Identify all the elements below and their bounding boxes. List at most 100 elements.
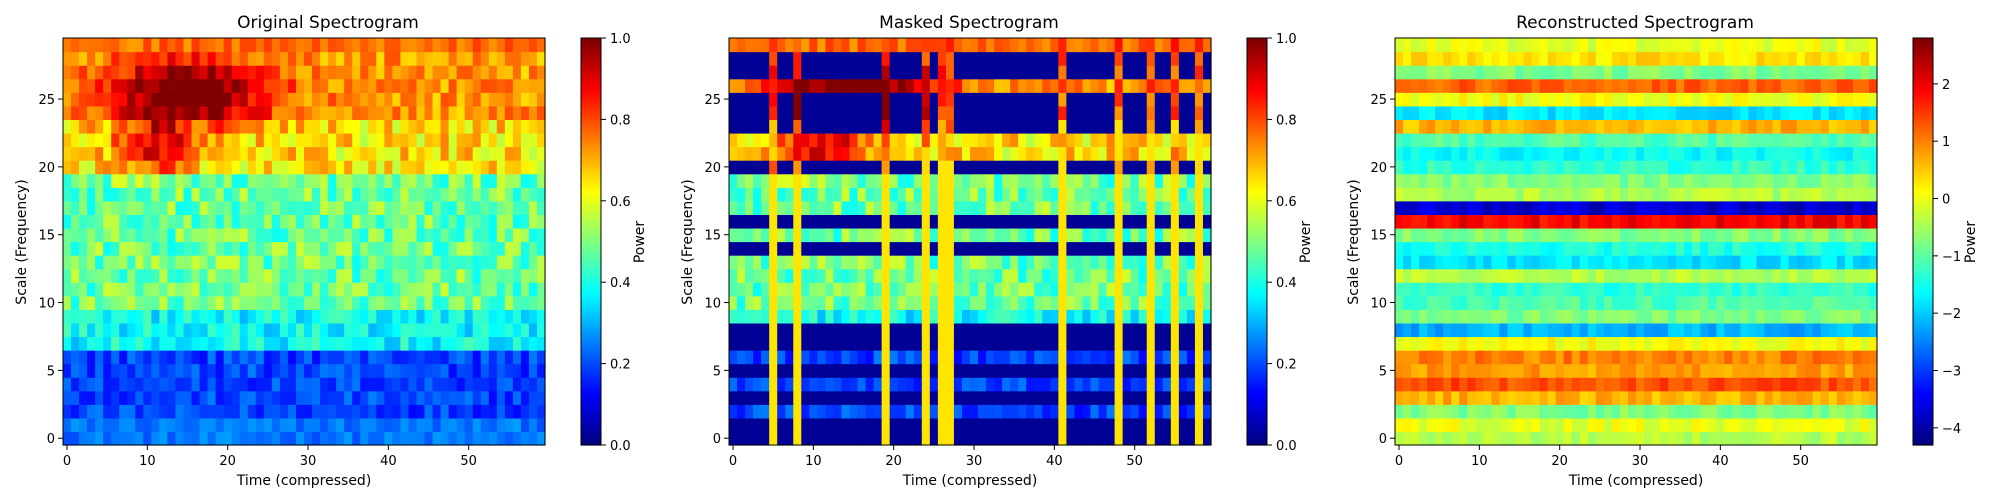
colorbar-swatch [581, 177, 601, 182]
heatmap-cell [1724, 431, 1733, 446]
heatmap-cell [488, 350, 498, 365]
heatmap-cell [1483, 363, 1492, 378]
heatmap-cell [905, 160, 915, 175]
colorbar-swatch [581, 371, 601, 376]
colorbar-swatch [1247, 190, 1267, 195]
heatmap-cell [440, 336, 450, 351]
heatmap-cell [1652, 282, 1661, 297]
heatmap-cell [71, 322, 80, 338]
heatmap-cell [978, 309, 987, 324]
heatmap-cell [199, 268, 209, 283]
heatmap-cell [119, 51, 128, 66]
heatmap-cell [183, 309, 193, 324]
heatmap-cell [167, 350, 177, 365]
heatmap-cell [1563, 227, 1573, 243]
heatmap-cell [103, 417, 112, 433]
heatmap-cell [1652, 336, 1661, 351]
colorbar-swatch [1247, 120, 1267, 125]
heatmap-cell [777, 377, 786, 392]
heatmap-cell [456, 65, 466, 80]
heatmap-cell [1186, 227, 1196, 243]
heatmap-cell [360, 78, 369, 93]
heatmap-cell [424, 295, 434, 310]
heatmap-cell [199, 322, 209, 338]
heatmap-cell [1194, 187, 1204, 202]
heatmap-cell [1114, 241, 1124, 256]
heatmap-cell [1154, 92, 1164, 107]
heatmap-cell [207, 417, 217, 433]
heatmap-cell [175, 187, 185, 202]
colorbar-swatch [581, 438, 601, 443]
heatmap-cell [1772, 214, 1782, 229]
heatmap-cell [1026, 417, 1035, 433]
heatmap-cell [1194, 214, 1204, 229]
heatmap-cell [961, 404, 971, 419]
heatmap-cell [1074, 377, 1084, 392]
heatmap-cell [753, 377, 762, 392]
heatmap-cell [809, 160, 818, 175]
heatmap-cell [1146, 173, 1156, 188]
heatmap-cell [986, 417, 995, 433]
heatmap-cell [464, 200, 474, 215]
heatmap-cell [1539, 390, 1549, 405]
heatmap-cell [801, 200, 810, 215]
heatmap-cell [929, 119, 939, 134]
heatmap-cell [1154, 295, 1164, 310]
heatmap-cell [729, 78, 738, 93]
heatmap-cell [1571, 377, 1581, 392]
heatmap-cell [400, 336, 410, 351]
colorbar-swatch [1247, 162, 1267, 166]
heatmap-cell [135, 268, 144, 283]
heatmap-cell [1668, 214, 1677, 229]
colorbar-swatch [581, 209, 601, 214]
heatmap-cell [1162, 350, 1172, 365]
heatmap-cell [857, 431, 867, 446]
heatmap-cell [1595, 255, 1605, 270]
heatmap-cell [1042, 295, 1051, 310]
heatmap-cell [1202, 404, 1212, 419]
heatmap-cell [1451, 322, 1460, 338]
y-axis-label: Scale (Frequency) [14, 179, 30, 304]
heatmap-cell [1716, 390, 1725, 405]
heatmap-cell [809, 173, 818, 188]
heatmap-cell [536, 363, 546, 378]
heatmap-cell [801, 431, 810, 446]
heatmap-cell [304, 350, 313, 365]
heatmap-cell [231, 187, 241, 202]
heatmap-cell [151, 105, 160, 120]
colorbar-swatch [1247, 279, 1267, 284]
heatmap-cell [1587, 404, 1597, 419]
heatmap-cell [368, 119, 377, 134]
heatmap-cell [1146, 227, 1156, 243]
heatmap-cell [488, 404, 498, 419]
heatmap-cell [464, 255, 474, 270]
colorbar-swatch [1247, 209, 1267, 214]
heatmap-cell [769, 119, 778, 134]
heatmap-cell [1499, 363, 1509, 378]
heatmap-cell [1611, 350, 1621, 365]
heatmap-cell [801, 51, 810, 66]
heatmap-cell [1844, 322, 1854, 338]
heatmap-cell [400, 282, 410, 297]
heatmap-cell [135, 65, 144, 80]
heatmap-cell [1788, 241, 1798, 256]
heatmap-cell [953, 187, 963, 202]
heatmap-cell [801, 119, 810, 134]
heatmap-cell [945, 214, 955, 229]
heatmap-cell [1603, 431, 1613, 446]
heatmap-cell [1146, 187, 1156, 202]
heatmap-cell [271, 309, 281, 324]
colorbar-swatch [1247, 416, 1267, 421]
colorbar-swatch [581, 324, 601, 328]
heatmap-cell [1796, 268, 1806, 283]
heatmap-cell [408, 51, 418, 66]
heatmap-cell [849, 187, 859, 202]
heatmap-cell [408, 119, 418, 134]
heatmap-cell [1459, 404, 1468, 419]
heatmap-cell [1042, 173, 1051, 188]
heatmap-cell [737, 309, 746, 324]
heatmap-cell [945, 132, 955, 148]
heatmap-cell [456, 119, 466, 134]
heatmap-cell [865, 390, 875, 405]
heatmap-cell [1563, 363, 1573, 378]
